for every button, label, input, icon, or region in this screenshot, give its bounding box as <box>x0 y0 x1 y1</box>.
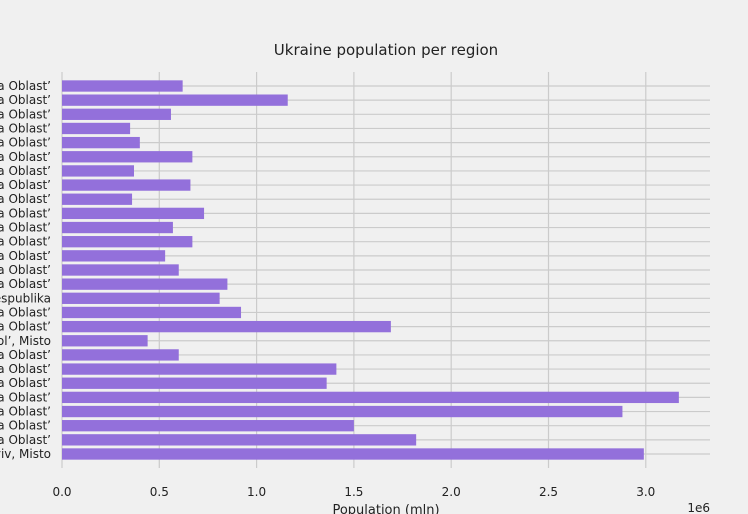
bar <box>62 391 679 404</box>
y-tick-label: a Oblast’ <box>0 164 51 178</box>
bar <box>62 306 242 319</box>
x-tick-label: 0.0 <box>52 485 71 499</box>
bar <box>62 122 131 135</box>
bar <box>62 94 288 106</box>
bar <box>62 207 205 220</box>
y-tick-labels: a Oblast’a Oblast’a Oblast’a Oblast’a Ob… <box>0 79 51 461</box>
y-tick-label: a Oblast’ <box>0 263 51 277</box>
y-tick-label: a Oblast’ <box>0 249 51 263</box>
y-tick-label: a Oblast’ <box>0 93 51 107</box>
y-tick-label: a Oblast’ <box>0 390 51 404</box>
bar <box>62 264 179 276</box>
bar <box>62 292 220 304</box>
y-tick-label: a Oblast’ <box>0 362 51 376</box>
bars <box>62 80 679 460</box>
bar <box>62 179 191 191</box>
y-tick-label: a Oblast’ <box>0 192 51 206</box>
y-tick-label: a Oblast’ <box>0 305 51 319</box>
x-tick-label: 1.5 <box>344 485 363 499</box>
x-scale-label: 1e6 <box>687 501 710 514</box>
y-tick-label: a Oblast’ <box>0 79 51 93</box>
y-tick-label: a Oblast’ <box>0 320 51 334</box>
y-tick-label: a Oblast’ <box>0 419 51 433</box>
y-tick-label: a Oblast’ <box>0 277 51 291</box>
bar <box>62 193 133 205</box>
x-tick-label: 3.0 <box>636 485 655 499</box>
bar <box>62 405 623 418</box>
y-tick-label: a Oblast’ <box>0 150 51 164</box>
bar <box>62 278 228 290</box>
y-tick-label: a Oblast’ <box>0 178 51 192</box>
x-tick-label: 2.0 <box>442 485 461 499</box>
x-tick-label: 1.0 <box>247 485 266 499</box>
y-tick-label: ol’, Misto <box>0 334 51 348</box>
y-tick-label: espublika <box>0 291 51 305</box>
bar <box>62 420 354 432</box>
y-tick-label: a Oblast’ <box>0 121 51 135</box>
bar <box>62 448 644 460</box>
x-axis-label: Population (mln) <box>332 503 439 514</box>
y-tick-label: a Oblast’ <box>0 206 51 220</box>
y-tick-label: a Oblast’ <box>0 348 51 362</box>
bar <box>62 434 417 446</box>
y-tick-label: a Oblast’ <box>0 405 51 419</box>
bar <box>62 377 327 389</box>
bar <box>62 349 179 361</box>
bar <box>62 335 148 347</box>
y-tick-label: a Oblast’ <box>0 107 51 121</box>
x-tick-label: 2.5 <box>539 485 558 499</box>
x-tick-label: 0.5 <box>150 485 169 499</box>
bar <box>62 250 166 262</box>
y-tick-label: a Oblast’ <box>0 433 51 447</box>
y-tick-label: a Oblast’ <box>0 376 51 390</box>
bar <box>62 136 140 149</box>
bar <box>62 108 171 120</box>
y-tick-label: a Oblast’ <box>0 235 51 249</box>
y-tick-label: yiv, Misto <box>0 447 51 461</box>
bar <box>62 363 337 375</box>
bar <box>62 236 193 248</box>
bar <box>62 320 391 333</box>
bar <box>62 221 173 234</box>
x-tick-labels: 0.0 0.5 1.0 1.5 2.0 2.5 3.0 <box>52 485 655 499</box>
chart-title: Ukraine population per region <box>274 41 498 59</box>
bar <box>62 80 183 92</box>
y-tick-label: a Oblast’ <box>0 221 51 235</box>
y-tick-label: a Oblast’ <box>0 136 51 150</box>
bar <box>62 151 193 163</box>
bar <box>62 165 134 177</box>
